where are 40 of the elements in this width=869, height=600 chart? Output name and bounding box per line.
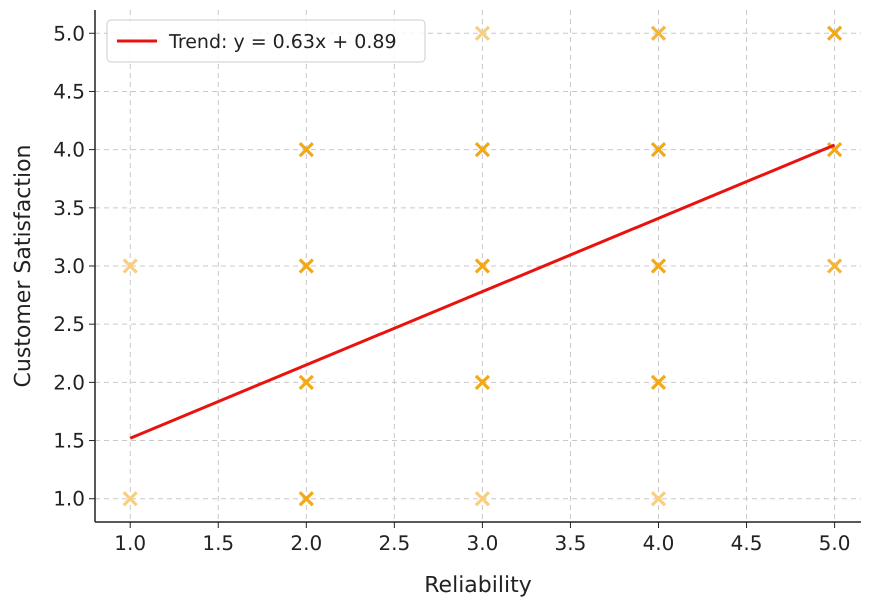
point [298, 142, 314, 158]
y-tick-label: 1.5 [53, 428, 85, 453]
y-tick-label: 5.0 [53, 21, 85, 46]
point [474, 374, 490, 390]
point [826, 142, 843, 158]
x-tick-label: 5.0 [818, 531, 850, 555]
x-tick-label: 2.5 [378, 531, 410, 555]
x-tick-label: 4.5 [730, 531, 762, 555]
y-tick-label: 3.5 [53, 196, 85, 220]
x-tick-label: 1.5 [202, 531, 234, 555]
y-tick-label: 4.0 [53, 138, 85, 162]
y-tick-label: 3.0 [53, 254, 85, 278]
point [650, 25, 667, 42]
x-tick-label: 4.0 [642, 531, 674, 555]
y-axis-title: Customer Satisfaction [11, 144, 36, 388]
point [298, 374, 314, 390]
x-tick-label: 1.0 [114, 531, 146, 555]
point [298, 258, 314, 274]
y-tick-label: 4.5 [53, 79, 85, 104]
point [474, 490, 490, 507]
point [474, 25, 490, 42]
point [650, 490, 667, 507]
y-tick-label: 1.0 [53, 486, 85, 511]
x-tick-label: 2.0 [290, 531, 322, 555]
point [650, 258, 667, 274]
x-tick-label: 3.0 [466, 531, 498, 555]
point [650, 374, 667, 390]
point [474, 258, 490, 274]
x-axis-title: Reliability [424, 573, 532, 598]
x-tick-label: 3.5 [554, 531, 586, 555]
point [650, 142, 667, 158]
point [474, 142, 490, 158]
y-tick-label: 2.0 [53, 370, 85, 394]
point [298, 490, 314, 507]
y-tick-label: 2.5 [53, 312, 85, 336]
point [826, 25, 843, 42]
point [122, 490, 138, 507]
legend-label: Trend: y = 0.63x + 0.89 [168, 31, 397, 53]
point [826, 258, 843, 274]
point [122, 258, 138, 274]
